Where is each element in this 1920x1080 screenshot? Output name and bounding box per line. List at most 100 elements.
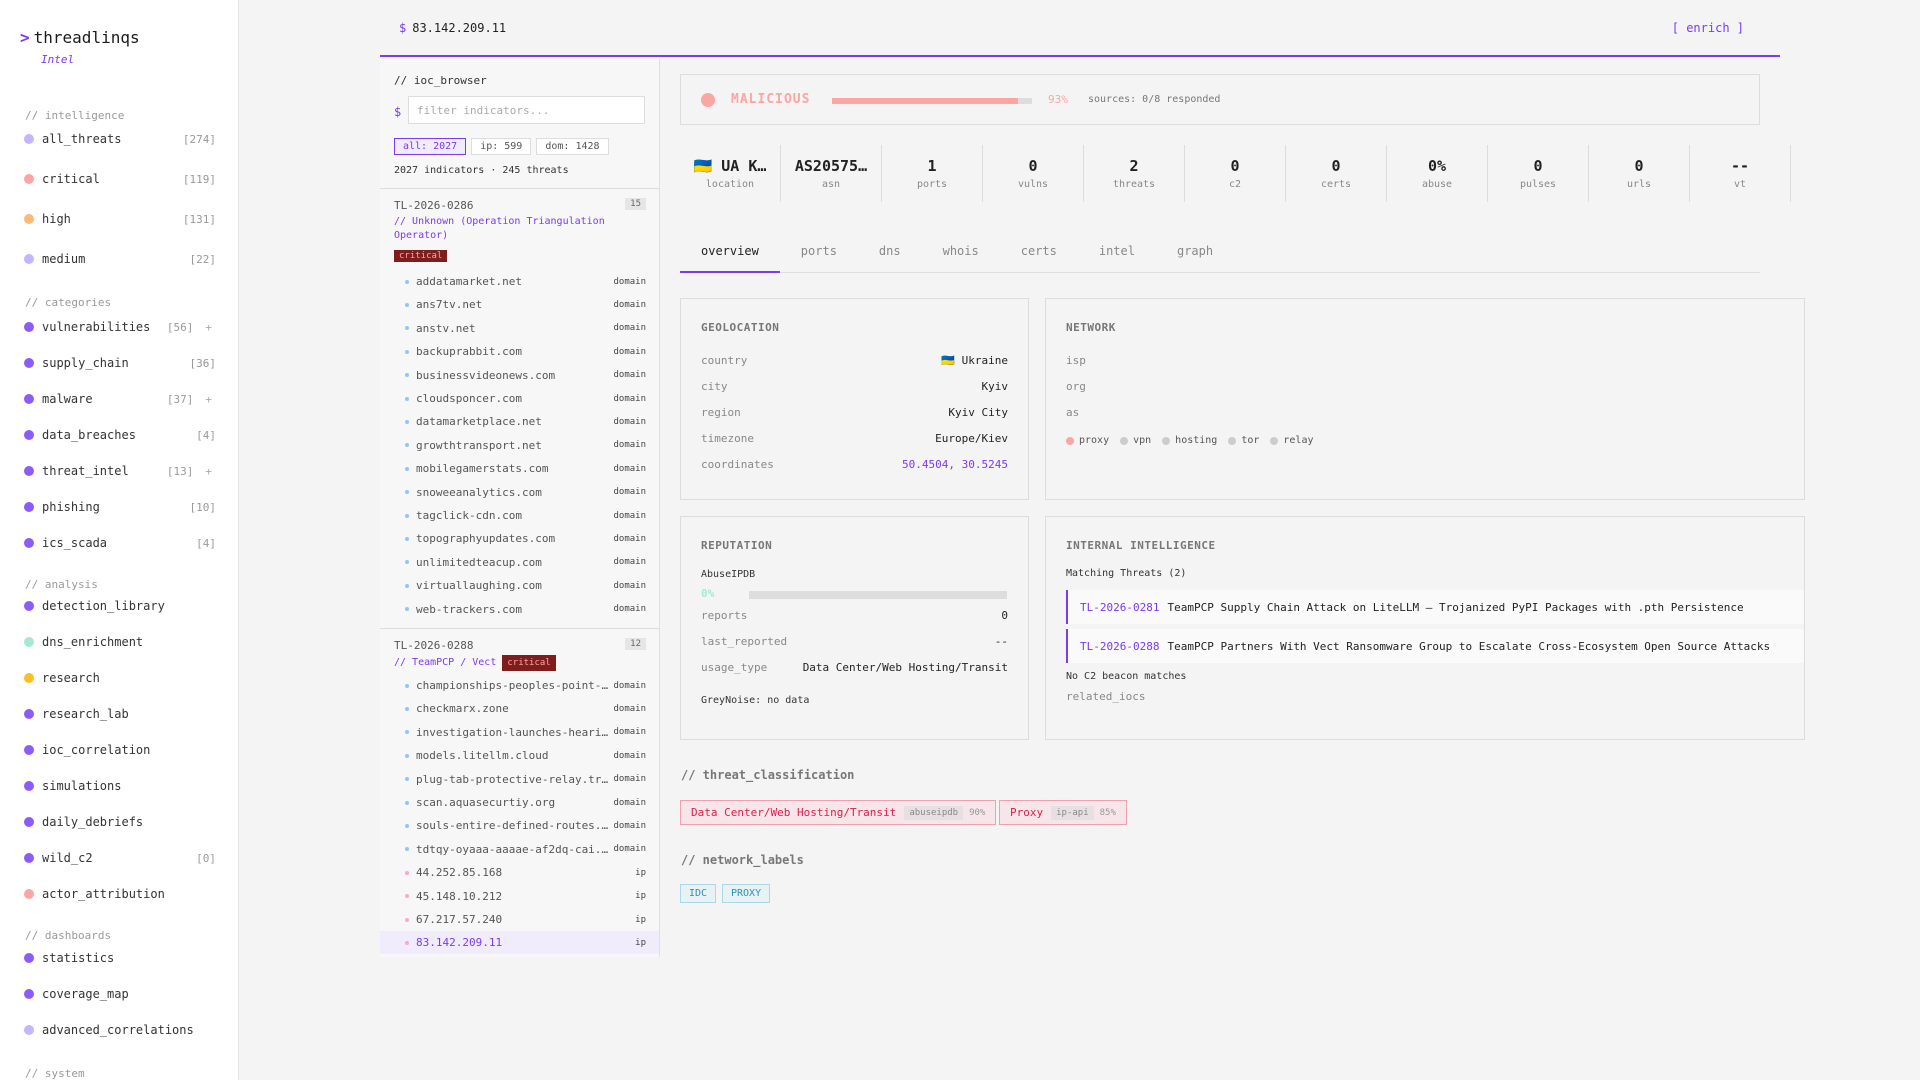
sidebar-item-wild-c2[interactable]: wild_c2 [0] [24, 847, 216, 869]
sidebar-item-label: dns_enrichment [42, 635, 144, 649]
matching-threat[interactable]: TL-2026-0281 TeamPCP Supply Chain Attack … [1066, 590, 1804, 624]
filter-domain[interactable]: dom: 1428 [536, 138, 609, 155]
ioc-list-item[interactable]: tagclick-cdn.com domain [380, 504, 659, 527]
network-row-org: org [1066, 380, 1784, 393]
threat-id[interactable]: TL-2026-0286 [394, 199, 474, 212]
sidebar-item-supply-chain[interactable]: supply_chain [36] [24, 352, 216, 374]
tab-graph[interactable]: graph [1176, 244, 1214, 258]
sidebar-item-threat-intel[interactable]: threat_intel [13] + [24, 460, 216, 482]
ioc-type: domain [613, 820, 646, 831]
ioc-list-item[interactable]: souls-entire-defined-routes.trycloudflar… [380, 814, 659, 837]
sidebar-item-malware[interactable]: malware [37] + [24, 388, 216, 410]
stat-label: pulses [1519, 179, 1557, 190]
ip-dot-icon [405, 940, 409, 945]
expand-plus-icon[interactable]: + [205, 464, 212, 478]
ioc-list-item[interactable]: snoweeanalytics.com domain [380, 481, 659, 504]
field-value[interactable]: 50.4504, 30.5245 [902, 458, 1008, 471]
sidebar: > threadlinqs Intel // intelligence all_th… [0, 0, 239, 1080]
sidebar-item-statistics[interactable]: statistics [24, 947, 216, 969]
ioc-list-item[interactable]: 67.217.57.240 ip [380, 908, 659, 931]
indicator-value: 83.142.209.11 [412, 21, 507, 35]
sidebar-item-coverage-map[interactable]: coverage_map [24, 983, 216, 1005]
tab-dns[interactable]: dns [878, 244, 901, 258]
ioc-list-item[interactable]: datamarketplace.net domain [380, 410, 659, 433]
ioc-list-item[interactable]: 44.252.85.168 ip [380, 861, 659, 884]
ioc-list-item[interactable]: businessvideonews.com domain [380, 364, 659, 387]
threat-id[interactable]: TL-2026-0288 [394, 639, 474, 652]
ioc-list-item[interactable]: 83.142.209.11 ip [380, 931, 659, 955]
sidebar-item-research-lab[interactable]: research_lab [24, 703, 216, 725]
sidebar-item-actor-attribution[interactable]: actor_attribution [24, 883, 216, 905]
ioc-list-item[interactable]: plug-tab-protective-relay.trycloudflare.… [380, 768, 659, 791]
ioc-list-item[interactable]: investigation-launches-hearing.com domain [380, 721, 659, 744]
sidebar-item-ics-scada[interactable]: ics_scada [4] [24, 532, 216, 554]
sidebar-item-medium[interactable]: medium [22] [24, 248, 216, 270]
sidebar-item-detection-library[interactable]: detection_library [24, 595, 216, 617]
expand-plus-icon[interactable]: + [205, 392, 212, 406]
sidebar-item-daily-debriefs[interactable]: daily_debriefs [24, 811, 216, 833]
sidebar-item-phishing[interactable]: phishing [10] [24, 496, 216, 518]
ioc-list-item[interactable]: backuprabbit.com domain [380, 340, 659, 363]
threat-id[interactable]: TL-2026-0288 [1080, 639, 1160, 653]
enrich-button[interactable]: [ enrich ] [1671, 21, 1744, 35]
sidebar-item-advanced-correlations[interactable]: advanced_correlations [24, 1019, 216, 1041]
sidebar-item-data-breaches[interactable]: data_breaches [4] [24, 424, 216, 446]
stat-label: vt [1733, 179, 1747, 190]
sidebar-item-critical[interactable]: critical [119] [24, 168, 216, 190]
matching-threat[interactable]: TL-2026-0288 TeamPCP Partners With Vect R… [1066, 629, 1804, 663]
sidebar-item-label: data_breaches [42, 428, 136, 442]
status-dot-icon [24, 538, 34, 548]
ioc-list-item[interactable]: web-trackers.com domain [380, 598, 659, 621]
classification-chip: Data Center/Web Hosting/Transit abuseipdb… [680, 800, 997, 825]
ioc-list-item[interactable]: growthtransport.net domain [380, 434, 659, 457]
ioc-list-item[interactable]: cloudsponcer.com domain [380, 387, 659, 410]
ioc-list-item[interactable]: unlimitedteacup.com domain [380, 551, 659, 574]
network-row-as: as [1066, 406, 1784, 419]
ioc-value: cloudsponcer.com [416, 392, 522, 405]
sidebar-item-all-threats[interactable]: all_threats [274] [24, 128, 216, 150]
classification-chip: Proxy ip-api 85% [999, 800, 1127, 825]
tab-overview[interactable]: overview [680, 238, 780, 273]
ioc-list-item[interactable]: anstv.net domain [380, 317, 659, 340]
ioc-list-item[interactable]: championships-peoples-point-a.com domain [380, 674, 659, 697]
ioc-list-item[interactable]: 45.148.10.212 ip [380, 885, 659, 908]
classification-confidence: 85% [1099, 807, 1116, 818]
sidebar-item-simulations[interactable]: simulations [24, 775, 216, 797]
ioc-list-item[interactable]: tdtqy-oyaaa-aaaae-af2dq-cai.raw.icp0.io d… [380, 838, 659, 861]
ioc-list-item[interactable]: topographyupdates.com domain [380, 527, 659, 550]
ioc-list-item[interactable]: checkmarx.zone domain [380, 697, 659, 720]
stat-value: 1 [882, 157, 982, 175]
filter-all[interactable]: all: 2027 [394, 138, 467, 155]
tab-certs[interactable]: certs [1020, 244, 1057, 258]
sidebar-item-count: [274] [182, 132, 216, 146]
tab-intel[interactable]: intel [1098, 244, 1135, 258]
ioc-list-item[interactable]: virtuallaughing.com domain [380, 574, 659, 597]
filter-ip[interactable]: ip: 599 [471, 138, 532, 155]
threat-id[interactable]: TL-2026-0281 [1080, 600, 1160, 614]
ioc-list-item[interactable]: addatamarket.net domain [380, 270, 659, 293]
ioc-value: virtuallaughing.com [416, 579, 542, 593]
tab-ports[interactable]: ports [800, 244, 837, 258]
sidebar-item-high[interactable]: high [131] [24, 208, 216, 230]
sidebar-item-dns-enrichment[interactable]: dns_enrichment [24, 631, 216, 653]
sidebar-item-count: [13] [166, 464, 194, 478]
tab-whois[interactable]: whois [942, 244, 979, 258]
ioc-list-item[interactable]: mobilegamerstats.com domain [380, 457, 659, 480]
sidebar-item-label: phishing [42, 500, 100, 514]
geolocation-card: GEOLOCATION country 🇺🇦 Ukraine city Kyiv reg… [680, 298, 1029, 500]
stat-value: 🇺🇦 UA K… [680, 157, 780, 175]
ioc-list-item[interactable]: models.litellm.cloud domain [380, 744, 659, 767]
sidebar-item-research[interactable]: research [24, 667, 216, 689]
logo[interactable]: > threadlinqs [20, 28, 140, 47]
domain-dot-icon [405, 419, 409, 424]
sidebar-item-vulnerabilities[interactable]: vulnerabilities [56] + [24, 316, 216, 338]
expand-plus-icon[interactable]: + [205, 320, 212, 334]
sidebar-item-ioc-correlation[interactable]: ioc_correlation [24, 739, 216, 761]
sidebar-item-label: high [42, 212, 71, 226]
ioc-list-item[interactable]: scan.aquasecurtiy.org domain [380, 791, 659, 814]
ioc-list-item[interactable]: ans7tv.net domain [380, 293, 659, 316]
filter-input[interactable] [408, 96, 645, 124]
related-iocs-label[interactable]: related_iocs [1066, 690, 1146, 703]
stat-value: 0 [1589, 157, 1689, 175]
ioc-type: domain [613, 440, 646, 451]
